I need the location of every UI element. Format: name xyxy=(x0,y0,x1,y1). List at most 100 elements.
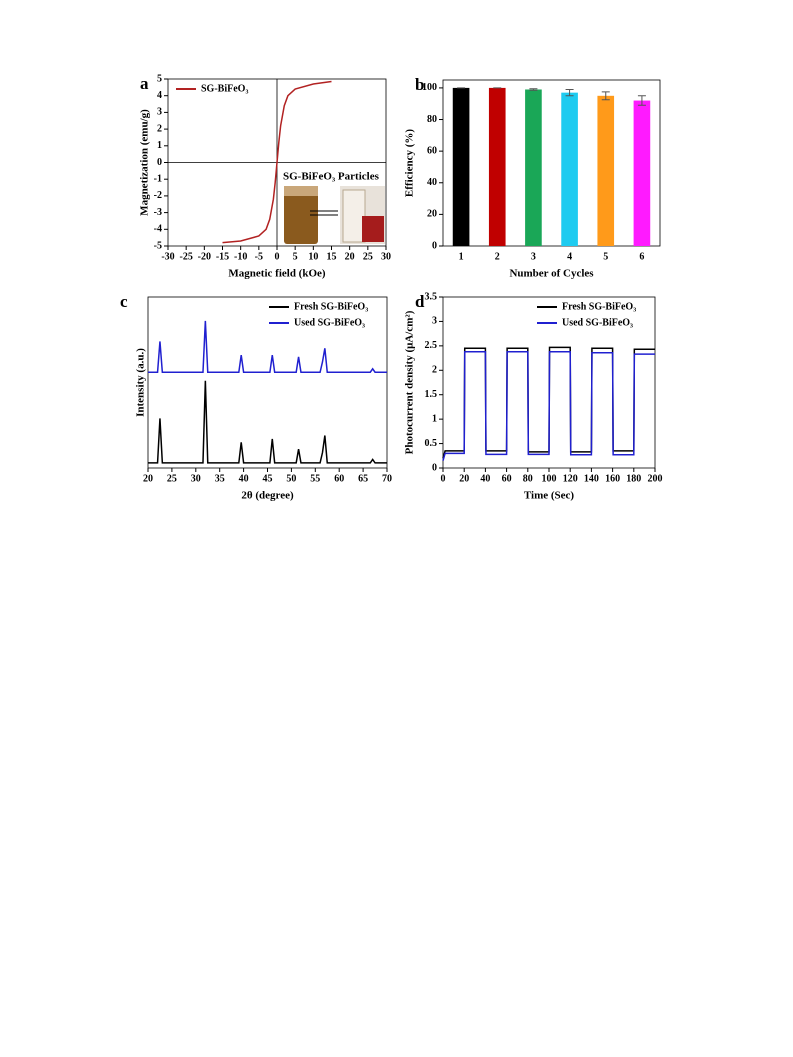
x-tick-label: 2 xyxy=(495,251,500,262)
y-tick-label: 3.5 xyxy=(425,291,438,302)
panel-label: c xyxy=(120,292,128,311)
x-axis-label: Magnetic field (kOe) xyxy=(228,268,325,280)
x-tick-label: 70 xyxy=(382,473,392,484)
x-tick-label: 25 xyxy=(167,473,177,484)
x-axis-label: 2θ (degree) xyxy=(241,490,294,502)
x-tick-label: 45 xyxy=(263,473,273,484)
y-axis-label: Magnetization (emu/g) xyxy=(139,109,151,216)
series-line xyxy=(442,350,655,461)
x-tick-label: 60 xyxy=(502,473,512,484)
x-tick-label: -5 xyxy=(255,251,263,262)
y-tick-label: 4 xyxy=(157,90,162,101)
y-tick-label: 0.5 xyxy=(425,438,438,449)
x-tick-label: -15 xyxy=(216,251,229,262)
error-bar xyxy=(637,95,646,106)
y-tick-label: -1 xyxy=(154,173,162,184)
x-tick-label: 35 xyxy=(215,473,225,484)
y-tick-label: -4 xyxy=(154,224,162,235)
x-tick-label: 1 xyxy=(459,251,464,262)
x-tick-label: 100 xyxy=(542,473,557,484)
x-axis-label: Time (Sec) xyxy=(524,490,575,502)
y-tick-label: -2 xyxy=(154,190,162,201)
bar xyxy=(561,92,578,247)
x-tick-label: 40 xyxy=(480,473,490,484)
y-tick-label: 3 xyxy=(157,107,162,118)
y-tick-label: 0 xyxy=(432,240,437,251)
error-bar xyxy=(565,88,574,97)
x-tick-label: -20 xyxy=(198,251,211,262)
photo-dispersed xyxy=(284,186,318,244)
y-tick-label: 60 xyxy=(427,145,437,156)
x-tick-label: -10 xyxy=(234,251,247,262)
bar xyxy=(525,89,542,246)
x-tick-label: -25 xyxy=(179,251,192,262)
panel-label: b xyxy=(415,75,424,94)
x-tick-label: 5 xyxy=(293,251,298,262)
legend-label: Fresh SG-BiFeO₃ xyxy=(562,301,636,312)
bar xyxy=(488,87,506,247)
y-axis-label: Photocurrent density (μA/cm²) xyxy=(404,310,416,454)
y-tick-label: 80 xyxy=(427,114,437,125)
x-tick-label: 6 xyxy=(639,251,644,262)
x-tick-label: 120 xyxy=(563,473,578,484)
legend-label: Fresh SG-BiFeO₃ xyxy=(294,301,368,312)
x-tick-label: 80 xyxy=(523,473,533,484)
x-tick-label: 30 xyxy=(381,251,391,262)
x-tick-label: 65 xyxy=(358,473,368,484)
bar xyxy=(452,87,470,247)
series-line xyxy=(222,80,332,244)
x-tick-label: 0 xyxy=(441,473,446,484)
y-tick-label: 100 xyxy=(422,82,437,93)
x-tick-label: -30 xyxy=(161,251,174,262)
y-tick-label: 3 xyxy=(432,316,437,327)
x-tick-label: 0 xyxy=(275,251,280,262)
x-tick-label: 30 xyxy=(191,473,201,484)
x-tick-label: 160 xyxy=(605,473,620,484)
x-tick-label: 5 xyxy=(603,251,608,262)
y-tick-label: 0 xyxy=(432,462,437,473)
error-bar xyxy=(601,91,610,101)
inset-label: SG-BiFeO₃ Particles xyxy=(283,171,380,183)
y-tick-label: 1 xyxy=(432,413,437,424)
legend-label: Used SG-BiFeO₃ xyxy=(562,317,633,328)
x-tick-label: 20 xyxy=(459,473,469,484)
x-tick-label: 55 xyxy=(310,473,320,484)
y-tick-label: 0 xyxy=(157,157,162,168)
y-axis-label: Intensity (a.u.) xyxy=(135,348,147,417)
series-line xyxy=(148,380,387,464)
x-tick-label: 20 xyxy=(143,473,153,484)
x-tick-label: 3 xyxy=(531,251,536,262)
y-tick-label: 1 xyxy=(157,140,162,151)
x-tick-label: 140 xyxy=(584,473,599,484)
bar xyxy=(597,95,615,246)
y-tick-label: 2 xyxy=(432,365,437,376)
magnet xyxy=(362,216,384,242)
y-tick-label: 20 xyxy=(427,209,437,220)
y-tick-label: 2.5 xyxy=(425,340,438,351)
x-tick-label: 15 xyxy=(327,251,337,262)
y-tick-label: 1.5 xyxy=(425,389,438,400)
y-tick-label: -3 xyxy=(154,207,162,218)
x-tick-label: 180 xyxy=(626,473,641,484)
legend-label: Used SG-BiFeO₃ xyxy=(294,317,365,328)
legend-label: SG-BiFeO₃ xyxy=(201,83,248,94)
y-tick-label: 40 xyxy=(427,177,437,188)
photo-cap xyxy=(284,186,318,196)
x-tick-label: 20 xyxy=(345,251,355,262)
y-tick-label: -5 xyxy=(154,240,162,251)
x-tick-label: 50 xyxy=(286,473,296,484)
x-tick-label: 200 xyxy=(648,473,663,484)
y-axis-label: Efficiency (%) xyxy=(404,129,416,197)
panel-label: d xyxy=(415,292,425,311)
x-tick-label: 60 xyxy=(334,473,344,484)
panel-label: a xyxy=(140,74,149,93)
x-tick-label: 25 xyxy=(363,251,373,262)
error-bar xyxy=(529,88,538,91)
vial xyxy=(342,189,366,243)
series-line xyxy=(148,320,387,373)
x-tick-label: 10 xyxy=(308,251,318,262)
y-tick-label: 2 xyxy=(157,123,162,134)
x-tick-label: 40 xyxy=(239,473,249,484)
bar xyxy=(633,100,651,246)
